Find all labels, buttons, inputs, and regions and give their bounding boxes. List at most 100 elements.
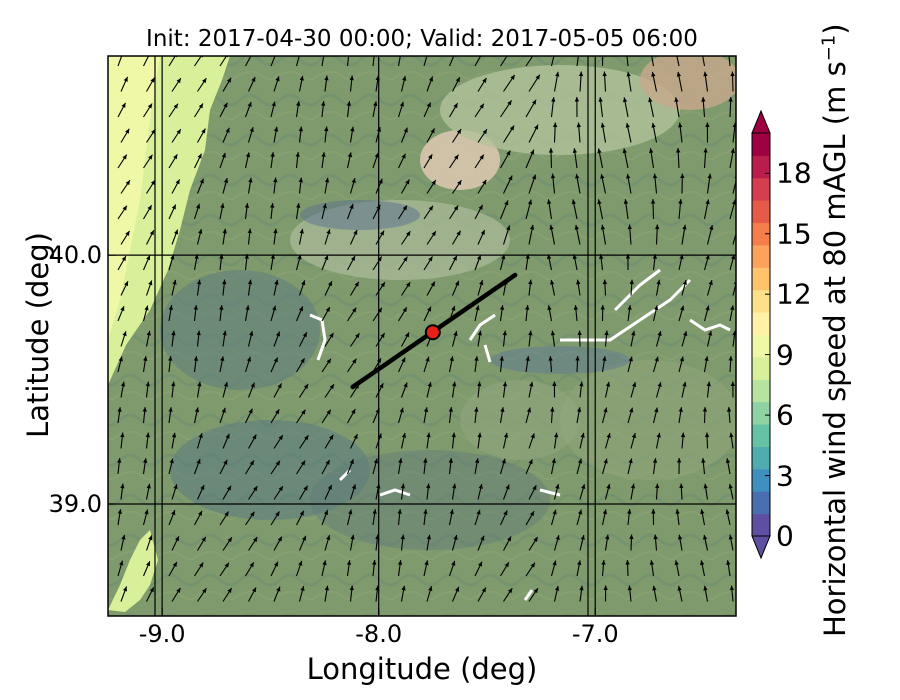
wind-arrow-head [373,458,379,464]
wind-arrow-head [349,203,354,209]
wind-arrow-head [648,97,653,103]
wind-arrow-head [402,307,407,313]
wind-arrow-head [226,77,232,83]
wind-arrow-head [508,175,513,181]
wind-arrow-head [507,100,512,106]
wind-arrow-head [728,97,733,102]
wind-arrow-head [352,358,357,364]
wind-arrow-head [477,381,482,387]
wind-arrow-head [244,254,249,259]
wind-arrow [474,56,482,67]
colorbar-segment [752,177,770,201]
wind-arrow-head [327,484,332,490]
wind-arrow-head [627,305,632,310]
wind-arrow-head [173,484,178,490]
wind-arrow-head [599,254,604,259]
wind-arrow-head [572,148,578,153]
wind-arrow-head [222,330,227,336]
wind-arrow-head [553,432,559,438]
wind-arrow-head [630,483,636,489]
wind-arrow-head [329,384,334,390]
wind-arrow [448,56,455,67]
colorbar-segment [752,491,770,515]
wind-arrow-head [277,536,282,542]
wind-arrow-head [676,148,681,153]
wind-arrow-head [550,279,555,285]
wind-arrow-head [248,177,253,183]
wind-arrow-head [349,585,354,591]
wind-arrow-head [552,122,558,128]
wind-arrow-head [353,434,358,440]
wind-arrow-head [252,537,258,543]
wind-arrow-head [248,408,253,414]
wind-arrow-head [555,71,560,77]
wind-arrow-head [682,381,687,387]
wind-arrow-head [300,460,306,466]
wind-arrow-head [577,509,583,515]
colorbar-segment [752,312,770,335]
wind-arrow-head [549,224,554,230]
wind-arrow-head [580,432,585,438]
wind-arrow-head [250,511,255,517]
wind-arrow-head [322,203,327,209]
wind-arrow-head [427,381,432,387]
wind-arrow [219,56,228,67]
wind-arrow-head [577,458,583,464]
wind-arrow-head [527,199,533,205]
wind-arrow-head [431,231,436,237]
wind-arrow-head [379,383,384,389]
wind-arrow-head [353,229,358,235]
wind-arrow-head [350,255,356,261]
colorbar-segment [752,222,770,246]
wind-arrow-head [124,281,129,287]
wind-arrow-head [602,279,608,285]
wind-arrow-head [226,485,232,491]
wind-arrow [372,56,375,67]
wind-arrow-head [529,381,534,387]
wind-arrow-head [603,407,608,413]
wind-arrow [143,56,150,67]
wind-arrow-head [219,305,224,310]
wind-arrow-head [477,330,482,336]
wind-arrow-head [247,102,252,108]
wind-arrow-head [326,358,331,364]
wind-arrow-head [326,535,331,541]
wind-arrow-head [423,509,428,514]
wind-arrow-head [275,76,280,82]
wind-arrow-head [122,154,127,160]
wind-arrow-head [245,152,251,158]
wind-arrow [732,281,736,296]
colorbar-segment [752,424,770,447]
wind-arrow-head [676,71,682,77]
wind-arrow-head [173,103,178,109]
wind-arrow-head [379,230,385,236]
wind-arrow-head [622,97,628,103]
wind-arrow-head [170,254,175,260]
wind-arrow-head [676,458,682,463]
wind-arrow-head [629,534,634,540]
wind-arrow-head [150,77,155,83]
wind-arrow-head [244,203,250,208]
wind-arrow-head [546,199,552,205]
wind-arrow-head [120,306,125,312]
wind-arrow-head [175,179,180,185]
wind-arrow-head [171,330,176,336]
wind-arrow-head [551,97,556,102]
wind-arrow-head [703,483,708,489]
wind-arrow-head [474,356,479,361]
wind-arrow-head [680,305,685,311]
wind-arrow-head [121,102,126,108]
wind-arrow-head [702,534,708,540]
wind-arrow-head [579,381,584,387]
wind-arrow-head [597,199,602,205]
wind-arrow-head [373,101,378,107]
wind-arrow-head [627,224,633,230]
wind-arrow [397,56,401,67]
wind-arrow-head [552,560,557,566]
wind-arrow-head [146,330,151,336]
wind-arrow-head [705,254,710,260]
wind-arrow-head [277,383,282,389]
wind-arrow-head [478,561,482,567]
wind-arrow-head [477,432,482,438]
wind-arrow-head [453,103,458,109]
